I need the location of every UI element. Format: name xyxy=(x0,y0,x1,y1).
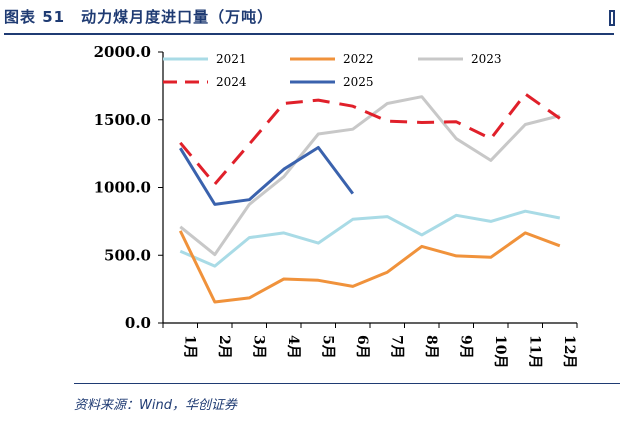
legend-label-2024: 2024 xyxy=(216,75,247,89)
x-tick-label: 9月 xyxy=(457,335,473,359)
legend-label-2021: 2021 xyxy=(216,52,247,66)
series-line-2022 xyxy=(178,230,561,304)
x-tick-label: 7月 xyxy=(388,335,404,359)
x-tick-label: 11月 xyxy=(526,335,542,368)
x-tick-label: 12月 xyxy=(561,335,577,368)
x-tick-label: 10月 xyxy=(492,335,508,368)
next-figure-edge-marker xyxy=(609,10,615,26)
series-line-2023 xyxy=(179,95,561,257)
x-tick-label: 5月 xyxy=(319,335,335,359)
y-tick-label: 1000.0 xyxy=(94,179,151,197)
footer-rule xyxy=(74,383,620,384)
x-tick-label: 1月 xyxy=(181,335,197,359)
series-line-2021 xyxy=(179,209,561,268)
y-tick-label: 2000.0 xyxy=(94,43,151,61)
x-tick-label: 6月 xyxy=(354,335,370,359)
series-line-2025 xyxy=(179,146,355,206)
legend-label-2022: 2022 xyxy=(343,52,374,66)
y-tick-label: 0.0 xyxy=(125,314,151,332)
x-tick-label: 8月 xyxy=(423,335,439,359)
x-tick-label: 4月 xyxy=(285,335,301,359)
title-underline xyxy=(4,33,614,35)
y-tick-label: 500.0 xyxy=(104,246,151,264)
chart-title: 图表 51 动力煤月度进口量（万吨） xyxy=(4,8,274,26)
source-note: 资料来源：Wind，华创证券 xyxy=(74,398,237,413)
x-tick-label: 2月 xyxy=(216,335,232,359)
legend-label-2025: 2025 xyxy=(343,75,374,89)
y-tick-label: 1500.0 xyxy=(94,111,151,129)
legend-label-2023: 2023 xyxy=(471,52,502,66)
x-tick-label: 3月 xyxy=(250,335,266,359)
series-line-2024 xyxy=(179,92,561,186)
